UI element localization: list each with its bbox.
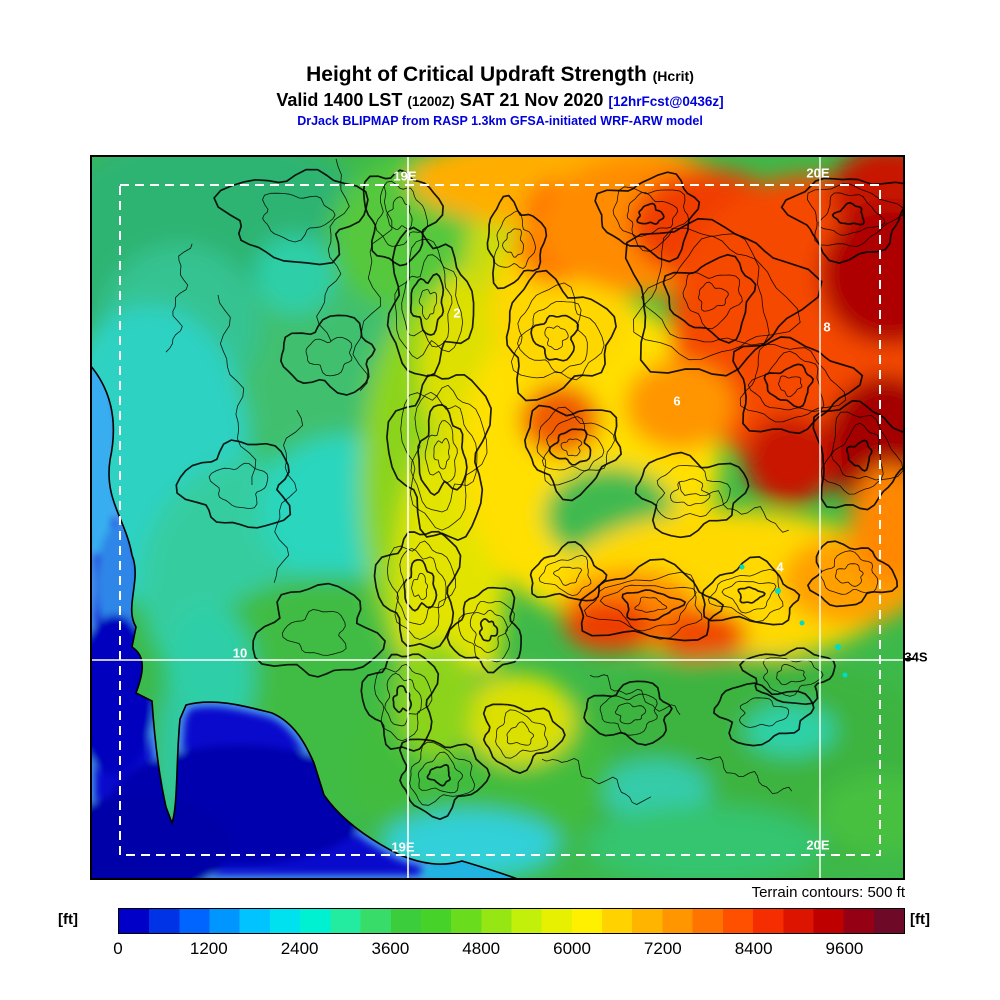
colorbar-units-right: [ft] [910,911,930,928]
colorbar-gradient [119,909,904,933]
map-border [90,155,905,880]
coastline [90,364,521,880]
colorbar-tick: 7200 [643,939,682,958]
colorbar-tick: 2400 [280,939,319,958]
water-bodies [739,564,848,678]
colorbar-tick: 0 [113,939,123,958]
colorbar-tick: 4800 [462,939,501,958]
valid-line: Valid 1400 LST (1200Z) SAT 21 Nov 2020 [… [0,89,1000,112]
map-canvas [90,155,905,880]
colorbar-tick: 3600 [371,939,410,958]
terrain-contour-note: Terrain contours: 500 ft [751,884,905,901]
colorbar-tick: 6000 [553,939,591,958]
model-line: DrJack BLIPMAP from RASP 1.3km GFSA-init… [297,113,703,128]
colorbar-tick: 1200 [189,939,228,958]
header: Height of Critical Updraft Strength (Hcr… [0,62,1000,129]
page-title: Height of Critical Updraft Strength (Hcr… [0,62,1000,88]
forecast-tag: [12hrFcst@0436z] [608,94,724,110]
colorbar-units-left: [ft] [58,911,78,928]
valid-zulu: (1200Z) [407,94,455,110]
valid-prefix: Valid 1400 LST [276,90,403,111]
colorbar-tick: 8400 [734,939,773,958]
lat-tick-right [904,658,914,660]
colorbar-tick: 9600 [825,939,864,958]
title-suffix: (Hcrit) [652,68,694,84]
graticule-lines [90,155,905,880]
edge-label: 34S [904,649,928,665]
domain-boundary-dashed [119,184,881,856]
colorbar [118,908,905,934]
title-main: Height of Critical Updraft Strength [306,63,647,86]
valid-date: SAT 21 Nov 2020 [459,90,604,111]
blipmap-svg [90,155,905,880]
